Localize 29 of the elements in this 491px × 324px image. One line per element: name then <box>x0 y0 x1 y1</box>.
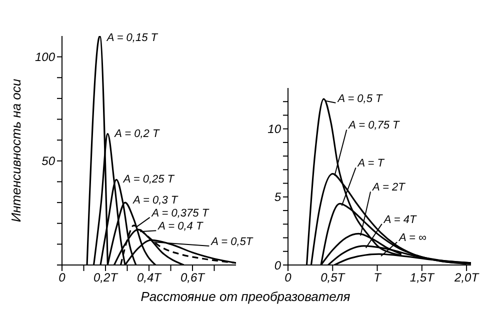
y-tick-label: 100 <box>34 50 56 64</box>
y-tick-label: 10 <box>268 122 282 136</box>
y-tick-label: 50 <box>42 154 56 168</box>
y-tick-label: 5 <box>274 190 282 204</box>
x-tick-label: 0,4T <box>136 270 163 285</box>
legend-label: A = 0,5 T <box>336 92 384 105</box>
series-label: A = 0,375 T <box>150 207 210 220</box>
text: A = 0,75 T <box>348 120 401 132</box>
series-label: A = 0,3 T <box>132 194 179 206</box>
x-tick-label: 0,2T <box>93 270 120 285</box>
x-tick-label: T <box>374 270 383 285</box>
series-label: A = 0,15 T <box>106 32 159 44</box>
x-tick-label: 2,0T <box>454 270 480 285</box>
x-tick-label: 0,6T <box>180 270 206 285</box>
y-axis-title: Интенсивность на оси <box>8 78 24 222</box>
text: A = 2T <box>372 182 406 194</box>
series-label: A = 0,2 T <box>114 128 160 140</box>
series-label: A = ∞ <box>398 232 427 244</box>
y-tick-label: 0 <box>274 258 282 272</box>
series-label: A = 0,25 T <box>122 174 176 186</box>
x-axis-title: Расстояние от преобразователя <box>140 289 352 304</box>
x-tick-label: 1,5T <box>410 270 436 285</box>
legend-label: A = 0,4 T <box>157 220 204 233</box>
x-tick-label: 0 <box>284 270 292 285</box>
text: A = 4T <box>382 214 418 226</box>
series-label: A = 0,5T <box>210 236 254 248</box>
text: A = T <box>356 158 386 170</box>
x-tick-label: 0 <box>58 270 66 285</box>
x-tick-label: 0,5T <box>320 270 346 285</box>
